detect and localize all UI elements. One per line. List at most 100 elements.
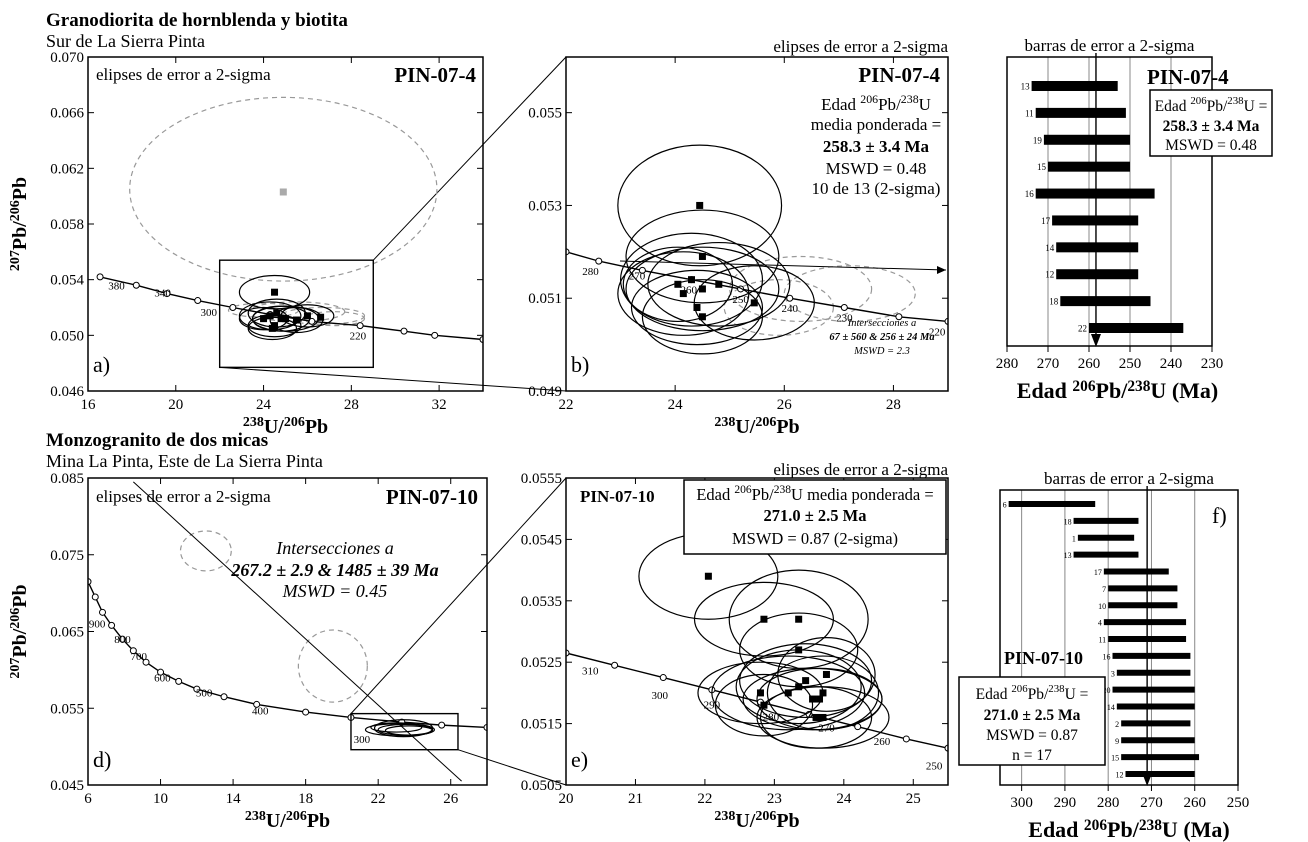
error-bar-label: 15 xyxy=(1037,162,1047,172)
data-point xyxy=(784,689,792,697)
concordia-age-label: 280 xyxy=(582,266,599,278)
error-ellipse xyxy=(777,637,876,712)
error-bar xyxy=(1103,619,1187,626)
error-bar-label: 6 xyxy=(1003,501,1007,510)
error-bar xyxy=(1121,737,1195,744)
age-result-line: MSWD = 0.48 xyxy=(826,159,927,178)
intercept-line-text: MSWD = 0.45 xyxy=(282,581,388,601)
x-tick-label: 26 xyxy=(777,397,793,413)
age-result-line: Edad 206Pb/238U = xyxy=(976,683,1089,703)
intercept-line-text: 67 ± 560 & 256 ± 24 Ma xyxy=(829,332,934,343)
x-tick-label: 21 xyxy=(628,791,643,807)
concordia-age-label: 380 xyxy=(108,280,125,292)
data-point xyxy=(317,313,325,321)
data-point xyxy=(704,572,712,580)
error-caption: elipses de error a 2-sigma xyxy=(96,487,271,506)
age-result-line: Edad 206Pb/238U media ponderada = xyxy=(696,484,933,504)
rejected-point xyxy=(279,188,287,196)
error-bar-label: 11 xyxy=(1098,636,1106,645)
error-bar xyxy=(1116,703,1195,710)
concordia-age-marker xyxy=(595,257,603,265)
age-result-line: 258.3 ± 3.4 Ma xyxy=(823,137,930,156)
concordia-age-marker xyxy=(96,273,104,281)
error-ellipse xyxy=(619,232,764,327)
y-tick-label: 0.050 xyxy=(50,328,84,344)
x-tick-label: 6 xyxy=(84,791,92,807)
error-bar xyxy=(1073,551,1139,558)
data-point xyxy=(795,683,803,691)
concordia-age-label: 270 xyxy=(629,271,646,283)
concordia-age-label: 500 xyxy=(196,688,213,700)
concordia-age-label: 240 xyxy=(781,303,798,315)
zoom-connector xyxy=(372,56,567,261)
rejected-ellipse xyxy=(783,265,916,323)
error-bar xyxy=(1035,188,1155,199)
concordia-age-marker xyxy=(91,593,99,601)
age-result-line: MSWD = 0.87 (2-sigma) xyxy=(732,529,898,548)
data-point xyxy=(679,290,687,298)
panel-letter: f) xyxy=(1212,503,1227,528)
y-tick-label: 0.0525 xyxy=(521,655,562,671)
x-tick-label: 10 xyxy=(153,791,168,807)
x-tick-label: 270 xyxy=(1140,795,1163,811)
error-bar xyxy=(1060,296,1151,307)
x-tick-label: 14 xyxy=(226,791,242,807)
data-point xyxy=(693,304,701,311)
x-tick-label: 22 xyxy=(559,397,574,413)
sample-label: PIN-07-4 xyxy=(1147,65,1229,89)
data-point xyxy=(819,713,827,721)
error-bar-label: 12 xyxy=(1115,771,1123,780)
data-point xyxy=(802,677,810,685)
y-tick-label: 0.066 xyxy=(50,106,84,122)
concordia-age-label: 400 xyxy=(252,705,269,717)
y-tick-label: 0.049 xyxy=(528,384,562,400)
panel-letter: e) xyxy=(571,747,588,772)
error-ellipse xyxy=(714,673,814,737)
concordia-age-marker xyxy=(132,281,140,289)
age-result-box xyxy=(1149,89,1273,157)
concordia-age-marker xyxy=(118,635,126,643)
x-tick-label: 300 xyxy=(1010,795,1033,811)
intercept-line-text: MSWD = 2.3 xyxy=(853,346,910,357)
concordia-age-label: 220 xyxy=(350,331,367,343)
error-ellipse xyxy=(630,269,764,346)
error-bar xyxy=(1056,269,1139,280)
error-bar-label: 12 xyxy=(1045,270,1054,280)
error-caption: elipses de error a 2-sigma xyxy=(96,65,271,84)
data-point xyxy=(795,646,803,654)
error-bar-label: 13 xyxy=(1021,82,1031,92)
concordia-age-label: 300 xyxy=(200,307,217,319)
error-bar xyxy=(1112,686,1195,693)
error-bar xyxy=(1077,534,1135,541)
concordia-age-marker xyxy=(175,677,183,685)
concordia-age-marker xyxy=(659,674,667,682)
error-bar xyxy=(1103,568,1169,575)
section-subtitle-2: Mina La Pinta, Este de La Sierra Pinta xyxy=(46,451,323,471)
error-ellipse xyxy=(364,722,436,737)
error-ellipse xyxy=(625,209,780,304)
error-bar xyxy=(1031,81,1118,91)
error-bar xyxy=(1043,134,1130,145)
concordia-age-label: 900 xyxy=(89,619,106,631)
x-tick-label: 270 xyxy=(1037,356,1060,372)
panel-b-concordia-zoom: 280 270 260 250 240 230 220 22 24 26 28 0.049 0.051 0… xyxy=(528,37,949,438)
intercept-line-text: 267.2 ± 2.9 & 1485 ± 39 Ma xyxy=(230,560,438,580)
concordia-age-label: 270 xyxy=(818,723,835,735)
x-axis-label: 238U/206Pb xyxy=(243,415,328,438)
concordia-age-marker xyxy=(902,735,910,743)
error-bar xyxy=(1125,771,1195,777)
rejected-ellipse xyxy=(723,279,835,336)
rejected-ellipse xyxy=(297,629,368,703)
data-point xyxy=(760,701,768,709)
x-tick-label: 280 xyxy=(1097,795,1120,811)
weighted-mean-arrow xyxy=(1142,773,1153,786)
error-ellipse xyxy=(756,686,890,749)
x-tick-label: 24 xyxy=(668,397,684,413)
error-bar-label: 16 xyxy=(1025,189,1035,199)
rejected-ellipse xyxy=(280,306,366,325)
data-point xyxy=(292,316,300,324)
plot-area: 310 300 290 280 270 260 250 xyxy=(566,532,948,773)
error-bar xyxy=(1035,107,1126,118)
y-axis-label: 207Pb/206Pb xyxy=(8,177,31,271)
